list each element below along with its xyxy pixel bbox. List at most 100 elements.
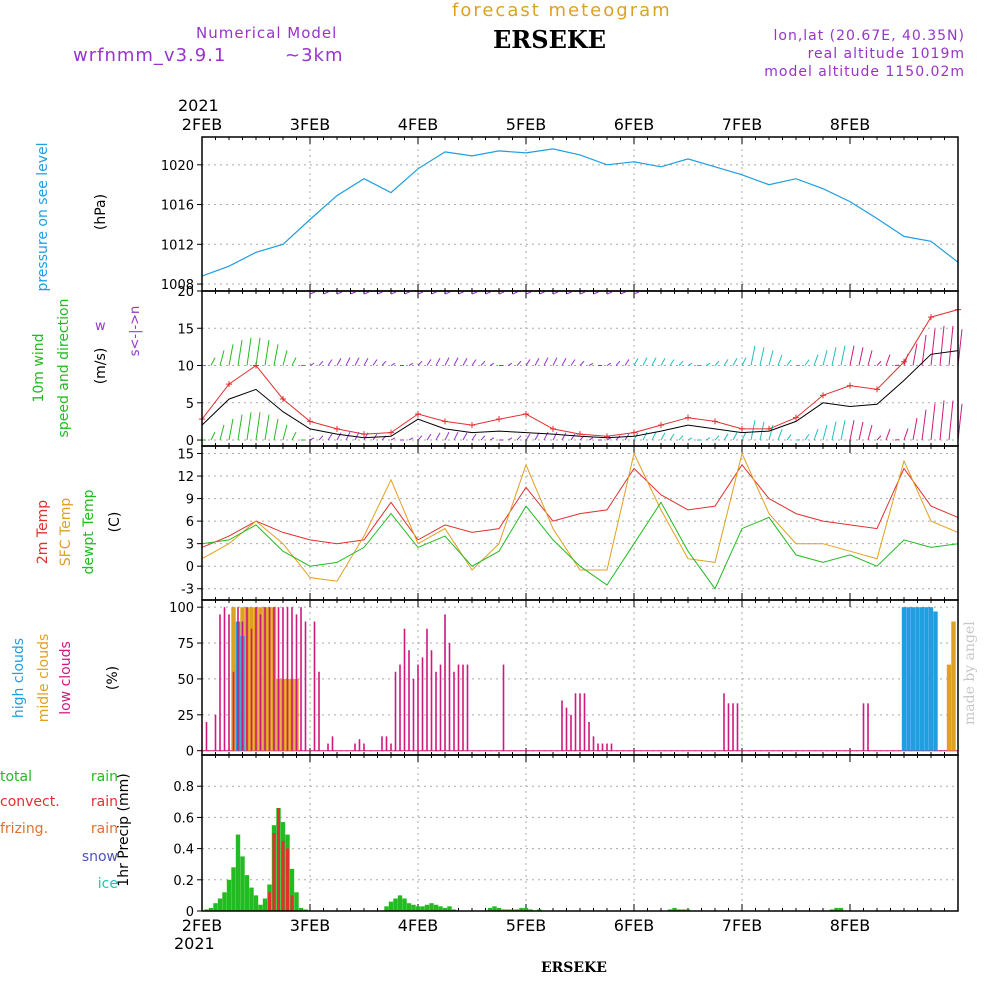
- x-tick-label: 3FEB: [290, 916, 330, 935]
- low-cloud-bar: [723, 693, 725, 751]
- year-label-top: 2021: [178, 96, 219, 115]
- wind-axis-label: 10m wind: [31, 333, 47, 402]
- convect-rain-label: convect.: [0, 794, 60, 810]
- convect-rain-label: rain: [91, 794, 118, 810]
- wind-direction-arrow: [849, 345, 855, 366]
- wind-direction-arrow: [282, 424, 288, 441]
- dewpt-line: [201, 501, 959, 590]
- wind-direction-arrow: [615, 435, 621, 441]
- wind-direction-arrow: [426, 433, 432, 441]
- wind-speed-marker: [442, 418, 448, 425]
- wind-direction-arrow: [228, 344, 234, 366]
- low-cloud-bar: [457, 664, 460, 751]
- wind-direction-arrow: [210, 357, 216, 366]
- high-cloud-bar: [924, 607, 929, 751]
- wind-direction-arrow: [561, 432, 567, 441]
- wind-direction-arrow: [534, 357, 540, 366]
- wind-direction-arrow: [309, 291, 316, 295]
- wind-direction-arrow: [264, 339, 270, 366]
- low-cloud-bar: [394, 671, 397, 751]
- wind-direction-arrow: [435, 357, 441, 366]
- y-tick-label: 25: [177, 709, 194, 724]
- low-cloud-bar: [273, 607, 275, 751]
- low-cloud-bar: [502, 664, 505, 751]
- low-cloud-bar: [205, 721, 208, 751]
- wind-direction-arrow: [246, 337, 252, 366]
- wind-direction-arrow: [723, 433, 729, 441]
- low-cloud-bar: [430, 650, 433, 751]
- wind-direction-arrow: [404, 291, 410, 295]
- wind-speed-marker: [766, 425, 772, 432]
- wind-direction-arrow: [741, 431, 747, 441]
- total-rain-bar: [204, 909, 209, 911]
- total-rain-bar: [388, 901, 394, 911]
- wind-direction-arrow: [417, 435, 423, 441]
- wind-direction-arrow: [336, 357, 342, 366]
- wind-direction-arrow: [444, 431, 450, 441]
- wind-direction-arrow: [606, 437, 612, 441]
- t2m-line: [201, 463, 959, 548]
- clouds-unit-label: (%): [105, 666, 121, 690]
- mid-cloud-bar: [951, 621, 956, 751]
- low-cloud-bar: [381, 736, 383, 751]
- temp-sfc-label: SFC Temp: [58, 498, 74, 567]
- total-rain-bar: [442, 907, 448, 911]
- wind-direction-arrow: [246, 412, 252, 441]
- low-cloud-bar: [250, 628, 253, 751]
- wind-speed-marker: [226, 381, 232, 388]
- wind-direction-arrow: [323, 291, 329, 295]
- wind-direction-arrow: [534, 432, 540, 441]
- total-rain-bar: [681, 909, 686, 911]
- wind-direction-arrow: [485, 291, 491, 295]
- wind-direction-arrow: [669, 359, 675, 366]
- total-rain-bar: [487, 907, 493, 911]
- wind-direction-arrow: [480, 360, 486, 366]
- high-cloud-bar: [906, 607, 911, 751]
- high-cloud-bar: [915, 607, 920, 751]
- wind-direction-arrow: [930, 403, 936, 441]
- total-rain-bar: [438, 906, 443, 911]
- total-rain-bar: [829, 909, 835, 911]
- total-rain-bar: [447, 906, 452, 911]
- wind-direction-arrow: [930, 328, 936, 366]
- wind-direction-arrow: [390, 437, 396, 441]
- x-tick-label: 3FEB: [290, 115, 330, 134]
- low-cloud-bar: [385, 736, 388, 751]
- convect-rain-bar: [277, 808, 280, 911]
- low-cloud-bar: [570, 714, 572, 751]
- panel-frame: [201, 754, 959, 912]
- wind-direction-arrow: [525, 359, 531, 366]
- x-tick-label: 8FEB: [830, 115, 870, 134]
- wind-direction-arrow: [273, 344, 279, 366]
- low-cloud-bar: [259, 614, 262, 751]
- temp-unit-label: (C): [107, 512, 123, 533]
- wind-direction-arrow: [813, 354, 819, 366]
- wind-speed-marker: [334, 425, 340, 432]
- wind-direction-arrow: [489, 437, 495, 441]
- wind-direction-arrow: [687, 437, 693, 441]
- total-rain-bar: [289, 868, 295, 911]
- y-tick-label: 0.4: [173, 843, 194, 858]
- wind-direction-arrow: [840, 345, 846, 366]
- wind-direction-arrow: [822, 424, 828, 441]
- wind-direction-arrow: [714, 360, 720, 366]
- y-tick-label: 12: [177, 470, 194, 485]
- wind-speed-marker: [604, 433, 610, 440]
- low-cloud-bar: [286, 607, 289, 751]
- wind-direction-arrow: [606, 291, 613, 295]
- convect-rain-bar: [268, 892, 271, 911]
- y-tick-label: 50: [177, 673, 194, 688]
- wind-direction-arrow: [822, 350, 828, 366]
- y-tick-label: 1012: [161, 238, 194, 253]
- mid-clouds-label: midle clouds: [36, 634, 52, 723]
- wind-direction-arrow: [507, 362, 513, 366]
- wind-speed-marker: [712, 418, 718, 425]
- wind-direction-arrow: [732, 357, 738, 366]
- wind-direction-arrow: [777, 354, 783, 366]
- low-cloud-bar: [358, 739, 361, 751]
- pressure-unit-label: (hPa): [93, 194, 109, 230]
- y-tick-label: 15: [177, 322, 194, 337]
- wind-direction-arrow: [948, 325, 954, 366]
- model-altitude: model altitude 1150.02m: [764, 64, 965, 80]
- wind-direction-arrow: [309, 362, 315, 366]
